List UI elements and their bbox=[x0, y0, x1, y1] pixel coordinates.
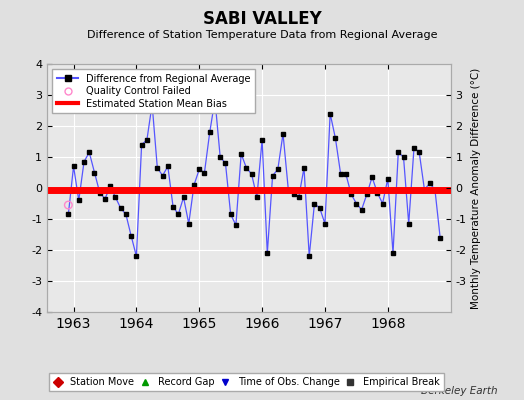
Legend: Station Move, Record Gap, Time of Obs. Change, Empirical Break: Station Move, Record Gap, Time of Obs. C… bbox=[49, 373, 443, 391]
Text: Berkeley Earth: Berkeley Earth bbox=[421, 386, 498, 396]
Legend: Difference from Regional Average, Quality Control Failed, Estimated Station Mean: Difference from Regional Average, Qualit… bbox=[52, 69, 255, 114]
Point bbox=[64, 202, 72, 208]
Text: Difference of Station Temperature Data from Regional Average: Difference of Station Temperature Data f… bbox=[87, 30, 437, 40]
Text: SABI VALLEY: SABI VALLEY bbox=[203, 10, 321, 28]
Y-axis label: Monthly Temperature Anomaly Difference (°C): Monthly Temperature Anomaly Difference (… bbox=[471, 67, 481, 309]
